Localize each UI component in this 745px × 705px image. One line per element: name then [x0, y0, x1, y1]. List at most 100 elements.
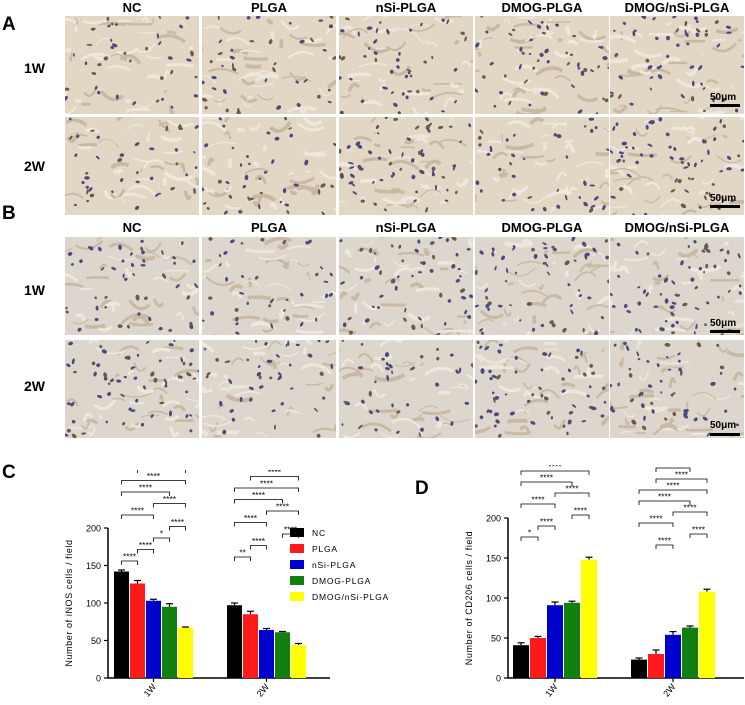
legend-label: nSi-PLGA [312, 560, 356, 570]
tissue-image [475, 340, 609, 438]
y-tick-label: 0 [96, 674, 101, 684]
tissue-image [475, 117, 609, 215]
significance-bracket [153, 503, 186, 508]
bar [699, 591, 715, 678]
tissue-image [339, 340, 473, 438]
tissue-image [202, 340, 336, 438]
significance-label: **** [171, 517, 185, 527]
panel-b-col-header: nSi-PLGA [375, 220, 437, 235]
legend-label: DMOG-PLGA [312, 576, 371, 586]
y-tick-label: 50 [491, 634, 501, 644]
significance-label: **** [147, 471, 161, 481]
panel-a-col-header: PLGA [250, 0, 288, 15]
bar [227, 605, 242, 678]
panel-letter-d: D [415, 478, 429, 499]
scale-bar-label: 50μm [710, 92, 737, 103]
significance-label: **** [123, 552, 137, 562]
bar [648, 654, 664, 678]
scale-bar-label: 50μm [710, 193, 737, 204]
significance-label: ** [239, 548, 246, 558]
significance-bracket [655, 478, 708, 483]
significance-bracket [537, 525, 556, 530]
micrograph-tile [202, 340, 336, 438]
bar [682, 627, 698, 678]
scale-bar [710, 104, 740, 107]
panel-a-row-label: 1W [24, 60, 45, 76]
significance-bracket [520, 503, 556, 508]
micrograph-tile [202, 237, 336, 335]
significance-label: **** [658, 536, 672, 546]
legend-swatch [290, 544, 304, 553]
bar [665, 634, 681, 678]
significance-bracket [520, 470, 590, 475]
bar [259, 630, 274, 678]
micrograph-tile [610, 237, 744, 335]
significance-bracket [169, 526, 186, 531]
bar [291, 645, 306, 678]
significance-bracket [153, 537, 170, 542]
y-axis-label: Number of CD206 cells / field [464, 531, 474, 665]
micrograph-tile [339, 340, 473, 438]
significance-bracket [554, 492, 590, 497]
legend-label: NC [312, 528, 326, 538]
scale-bar [710, 205, 740, 208]
significance-label: **** [252, 536, 266, 546]
legend-swatch [290, 528, 304, 537]
tissue-image [610, 237, 744, 335]
significance-bracket [638, 522, 674, 527]
significance-bracket [655, 544, 674, 549]
significance-label: **** [139, 483, 153, 493]
significance-label: **** [540, 473, 554, 483]
panel-letter-c: C [2, 462, 16, 483]
x-tick-label: 1W [142, 681, 159, 698]
micrograph-tile [65, 16, 199, 114]
x-tick-label: 2W [255, 681, 272, 698]
panel-b-col-header: DMOG/nSi-PLGA [624, 220, 730, 235]
micrograph-tile [65, 237, 199, 335]
micrograph-tile [475, 117, 609, 215]
panel-b-row-label: 2W [24, 378, 45, 394]
cd206-bar-chart: 0 50 100 150 200 Number of CD206 cells / fiel… [464, 465, 744, 699]
significance-bracket [689, 533, 708, 538]
significance-bracket [121, 560, 138, 565]
significance-bracket [234, 499, 283, 504]
tissue-image [475, 16, 609, 114]
panel-a-col-header: DMOG-PLGA [501, 0, 583, 15]
significance-label: * [160, 529, 164, 539]
scale-bar-label: 50μm [710, 420, 737, 431]
micrograph-tile [610, 16, 744, 114]
significance-bracket [638, 489, 708, 494]
bar [631, 659, 647, 678]
significance-bracket [571, 514, 590, 519]
bar [162, 606, 177, 678]
significance-bracket [250, 476, 299, 481]
panel-b-col-header: DMOG-PLGA [501, 220, 583, 235]
bar [275, 632, 290, 678]
micrograph-tile [475, 237, 609, 335]
significance-label: **** [244, 513, 258, 523]
y-tick-label: 200 [486, 514, 501, 524]
micrograph-tile [65, 117, 199, 215]
tissue-image [65, 16, 199, 114]
micrograph-tile [339, 237, 473, 335]
panel-a-row-label: 2W [24, 158, 45, 174]
y-tick-label: 100 [86, 599, 101, 609]
tissue-image [202, 237, 336, 335]
significance-label: **** [276, 502, 290, 512]
bar [547, 605, 563, 678]
micrograph-tile [202, 16, 336, 114]
tissue-image [202, 16, 336, 114]
significance-bracket [520, 481, 573, 486]
legend-swatch [290, 576, 304, 585]
significance-label: **** [666, 481, 680, 491]
bar [581, 559, 597, 678]
y-tick-label: 0 [496, 674, 501, 684]
bar [130, 583, 145, 678]
y-tick-label: 150 [86, 561, 101, 571]
significance-bracket [234, 487, 299, 492]
tissue-image [65, 340, 199, 438]
bar [146, 600, 161, 678]
legend-label: PLGA [312, 544, 338, 554]
significance-label: **** [540, 517, 554, 527]
panel-a-col-header: nSi-PLGA [375, 0, 437, 15]
